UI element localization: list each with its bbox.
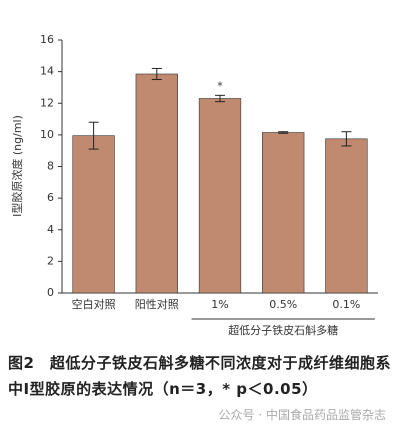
- x-tick-label: 0.5%: [269, 298, 297, 311]
- chart: Ⅰ型胶原浓度 (ng/ml) 0 2 4 6 8 10 12 14 16 空白对照 阳性对照 1% 0.…: [10, 33, 378, 337]
- y-tick-label: 0: [47, 286, 54, 299]
- annotation: *: [217, 79, 223, 92]
- y-axis-label: Ⅰ型胶原浓度 (ng/ml): [10, 115, 24, 217]
- y-tick-label: 12: [40, 96, 54, 109]
- bar: [325, 138, 368, 294]
- y-tick-label: 14: [40, 65, 54, 78]
- bar: [198, 98, 242, 294]
- x-tick-label: 空白对照: [72, 297, 116, 311]
- x-tick-label: 1%: [211, 298, 228, 311]
- x-tick-label: 0.1%: [332, 298, 360, 311]
- y-tick-label: 2: [47, 254, 54, 267]
- y-tick-label: 10: [40, 128, 54, 141]
- group-label: 超低分子铁皮石斛多糖: [228, 323, 338, 337]
- y-tick-label: 4: [47, 223, 54, 236]
- bar: [262, 132, 305, 294]
- y-tick-label: 6: [47, 191, 54, 204]
- bar: [135, 73, 178, 294]
- watermark: 公众号 · 中国食品药品监管杂志: [218, 408, 386, 422]
- caption: 图2 超低分子铁皮石斛多糖不同浓度对于成纤维细胞系中Ⅰ型胶原的表达情况（n＝3，…: [8, 354, 391, 398]
- x-tick-label: 阳性对照: [135, 297, 179, 311]
- bar: [72, 135, 115, 294]
- y-tick-label: 8: [47, 160, 54, 173]
- y-tick-label: 16: [40, 33, 54, 46]
